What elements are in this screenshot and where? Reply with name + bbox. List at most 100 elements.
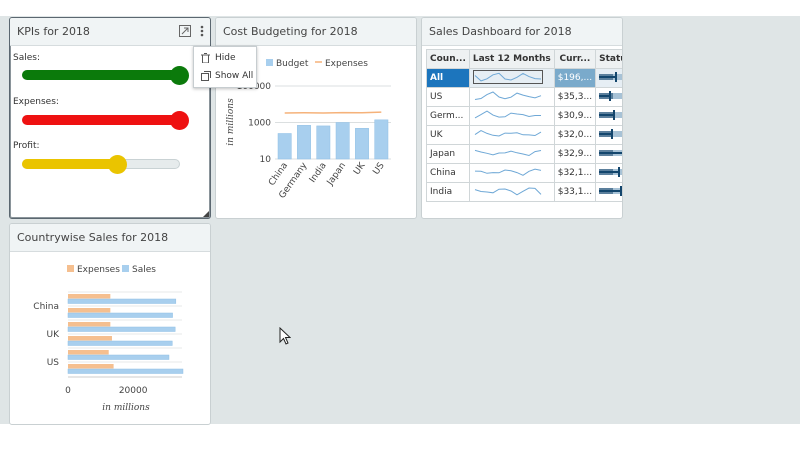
sales-dashboard-title: Sales Dashboard for 2018 (429, 25, 572, 38)
col-header-country[interactable]: Coun... (426, 49, 470, 69)
sparkline (474, 186, 542, 195)
cell-status[interactable] (595, 144, 622, 164)
cell-current[interactable]: $32,0... (553, 125, 597, 145)
cell-status[interactable] (595, 106, 622, 126)
cell-current[interactable]: $30,9... (553, 106, 597, 126)
status-bullet (599, 90, 622, 101)
profit-knob[interactable] (108, 155, 127, 174)
bar-sales (67, 298, 177, 304)
table-row[interactable]: India $33,1... (426, 182, 622, 202)
x-axis-label: in millions (102, 403, 150, 413)
resize-grip-icon[interactable] (203, 211, 209, 217)
y-tick-label: China (33, 302, 59, 312)
col-header-status[interactable]: Status (595, 49, 622, 69)
y-tick-label: US (47, 358, 60, 368)
cell-country[interactable]: Germ... (426, 106, 470, 126)
menu-item-show-all[interactable]: Show All (194, 67, 256, 85)
expenses-label: Expenses: (13, 97, 59, 107)
cost-budget-header[interactable]: Cost Budgeting for 2018 (216, 18, 416, 46)
legend-swatch-sales (122, 265, 129, 272)
cell-sparkline[interactable] (468, 163, 555, 183)
sparkline (474, 149, 541, 156)
table-row[interactable]: All $196,... (426, 68, 622, 88)
bar-sales (67, 368, 184, 374)
sparkline (474, 90, 542, 100)
col-header-last12[interactable]: Last 12 Months (468, 49, 555, 69)
bar-expenses (68, 336, 112, 341)
kpi-panel[interactable]: KPIs for 2018 Sales: Expenses: Profit: (9, 17, 211, 219)
cell-sparkline[interactable] (468, 144, 555, 164)
line-expenses (284, 111, 382, 114)
menu-item-hide[interactable]: Hide (194, 49, 256, 67)
cell-sparkline[interactable] (468, 87, 555, 107)
status-bullet (599, 166, 622, 177)
cell-country[interactable]: US (426, 87, 470, 107)
cell-status[interactable] (595, 68, 622, 88)
countrywise-sales-chart: Expenses Sales US UK China 0 20000 in millions (33, 265, 184, 413)
status-bullet (599, 71, 622, 82)
sparkline (472, 69, 543, 84)
kpi-panel-header[interactable]: KPIs for 2018 (10, 18, 210, 46)
cell-country[interactable]: China (426, 163, 470, 183)
y-tick-label: 10 (260, 155, 272, 165)
countrywise-sales-header[interactable]: Countrywise Sales for 2018 (10, 224, 210, 252)
bar-budget (335, 122, 350, 160)
cell-status[interactable] (595, 87, 622, 107)
cell-country[interactable]: Japan (426, 144, 470, 164)
x-tick-label: 20000 (119, 386, 148, 396)
mouse-cursor-icon (279, 327, 291, 345)
cell-country[interactable]: UK (426, 125, 470, 145)
sales-dashboard-header[interactable]: Sales Dashboard for 2018 (422, 18, 622, 46)
cell-current[interactable]: $35,3... (553, 87, 597, 107)
trash-icon (201, 53, 210, 63)
table-row[interactable]: Japan $32,9... (426, 144, 622, 164)
cell-current[interactable]: $32,9... (553, 144, 597, 164)
expenses-knob[interactable] (170, 111, 189, 130)
expenses-track (22, 115, 180, 125)
legend-label-sales: Sales (132, 265, 156, 275)
bar-expenses (68, 294, 111, 299)
kpi-panel-title: KPIs for 2018 (17, 25, 90, 38)
bar-expenses (68, 364, 114, 369)
bar-sales (67, 354, 170, 360)
bar-budget (316, 125, 331, 160)
cost-budget-title: Cost Budgeting for 2018 (223, 25, 358, 38)
menu-item-hide-label: Hide (215, 53, 236, 63)
x-tick-label: UK (352, 160, 368, 177)
legend-label-budget: Budget (276, 59, 309, 69)
sales-grid[interactable]: Coun... Last 12 Months Curr... Status Al… (426, 49, 622, 202)
status-bullet (599, 109, 622, 120)
table-row[interactable]: UK $32,0... (426, 125, 622, 145)
legend-label-expenses: Expenses (325, 59, 368, 69)
profit-track-fill (22, 159, 118, 169)
cell-current[interactable]: $33,1... (553, 182, 597, 202)
bar-budget (277, 133, 292, 160)
bar-expenses (68, 322, 111, 327)
cell-status[interactable] (595, 163, 622, 183)
sparkline (474, 110, 541, 118)
table-row[interactable]: US $35,3... (426, 87, 622, 107)
panel-context-menu: Hide Show All (193, 46, 257, 88)
sparkline (474, 168, 541, 176)
cell-sparkline[interactable] (468, 106, 555, 126)
sales-knob[interactable] (170, 66, 189, 85)
status-bullet (599, 128, 622, 139)
cell-status[interactable] (595, 125, 622, 145)
cell-sparkline[interactable] (468, 125, 555, 145)
cell-sparkline[interactable] (468, 182, 555, 202)
cell-current[interactable]: $32,1... (553, 163, 597, 183)
cell-sparkline[interactable] (468, 68, 555, 88)
cell-country[interactable]: India (426, 182, 470, 202)
table-row[interactable]: Germ... $30,9... (426, 106, 622, 126)
bar-budget (297, 125, 311, 160)
more-options-icon[interactable] (196, 25, 208, 37)
cell-status[interactable] (595, 182, 622, 202)
countrywise-sales-panel[interactable]: Countrywise Sales for 2018 Expenses Sales… (9, 223, 211, 425)
table-row[interactable]: China $32,1... (426, 163, 622, 183)
col-header-current[interactable]: Curr... (553, 49, 597, 69)
bar-expenses (68, 350, 109, 355)
sales-dashboard-panel[interactable]: Sales Dashboard for 2018 Coun... Last 12… (421, 17, 623, 219)
cell-current[interactable]: $196,... (553, 68, 597, 88)
cell-country[interactable]: All (426, 68, 470, 88)
maximize-icon[interactable] (179, 25, 191, 37)
